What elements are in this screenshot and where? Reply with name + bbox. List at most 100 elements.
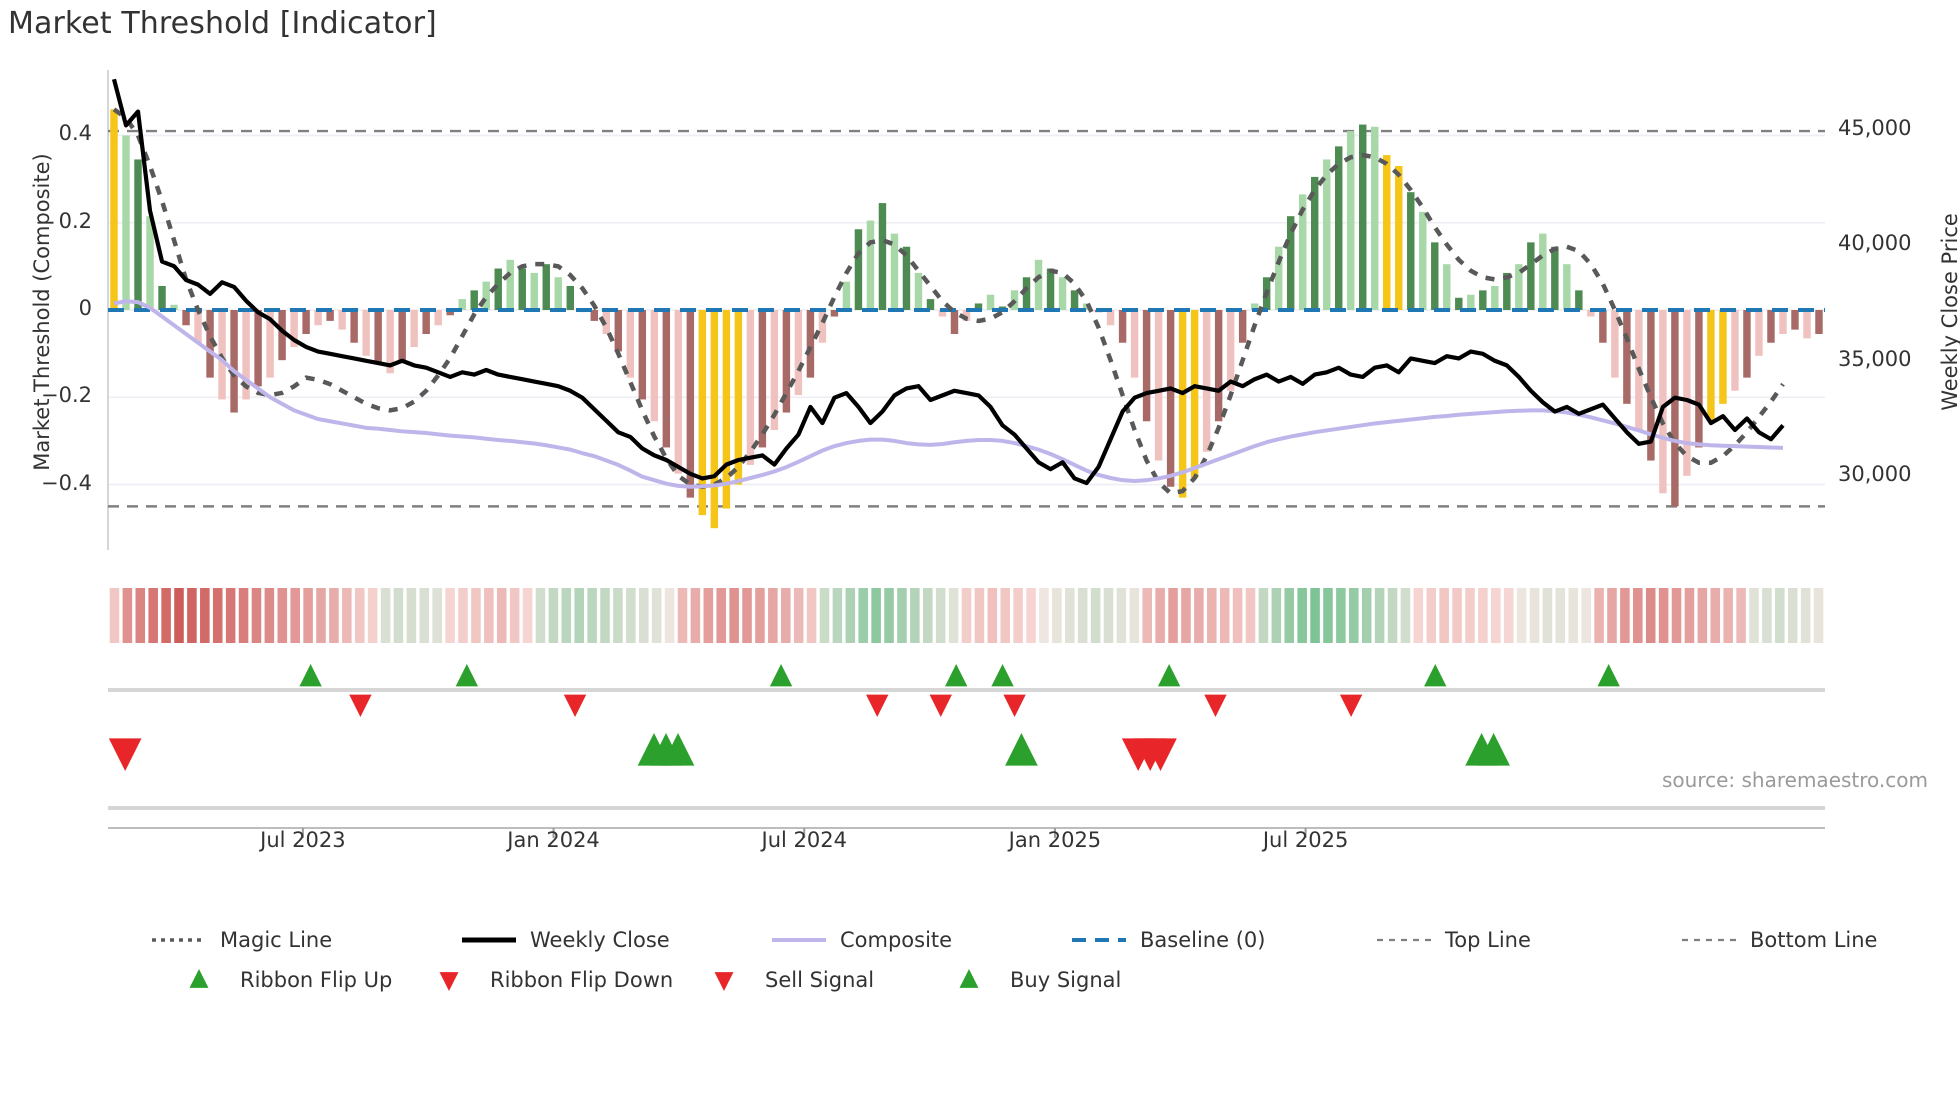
histogram-bar	[1563, 264, 1571, 310]
histogram-bar	[1467, 294, 1475, 310]
ribbon-cell	[458, 588, 468, 643]
histogram-bar	[1383, 155, 1391, 310]
ribbon-cell	[1452, 588, 1462, 643]
legend-item[interactable]: Bottom Line	[1680, 928, 1877, 952]
legend-key-icon	[772, 938, 826, 942]
ribbon-flip-down-marker	[349, 694, 372, 717]
ribbon-cell	[1013, 588, 1023, 643]
ribbon-cell	[342, 588, 352, 643]
x-axis-svg	[108, 806, 1825, 838]
histogram-bar	[314, 310, 322, 326]
ribbon-cell	[148, 588, 158, 643]
ribbon-flip-up-marker	[769, 664, 793, 687]
ribbon-cell	[445, 588, 455, 643]
x-axis-plot	[108, 800, 1825, 846]
histogram-bar	[1082, 303, 1091, 310]
histogram-bar	[1503, 272, 1511, 310]
ribbon-cell	[1232, 588, 1243, 643]
histogram-bar	[146, 216, 154, 310]
ribbon-cell	[1684, 588, 1695, 643]
histogram-bar	[1443, 264, 1451, 310]
ribbon-cell	[406, 588, 417, 643]
histogram-bar	[1575, 290, 1583, 310]
ribbon-cell	[716, 588, 726, 643]
ribbon-flip-down-marker	[1003, 694, 1026, 717]
histogram-bar	[1743, 310, 1751, 378]
ribbon-cell	[1103, 588, 1114, 643]
legend-key-icon	[1377, 938, 1431, 942]
legend-key-icon	[1682, 938, 1736, 942]
legend-swatch	[1680, 929, 1738, 951]
ribbon-cell	[1090, 588, 1101, 643]
ribbon-cell	[1129, 588, 1140, 643]
histogram-bar	[230, 310, 238, 413]
histogram-bar	[1539, 233, 1547, 310]
x-axis-tick: Jul 2023	[260, 828, 346, 852]
histogram-bar	[722, 310, 731, 509]
histogram-bar	[374, 310, 382, 365]
x-axis-tick: Jul 2024	[761, 828, 847, 852]
histogram-bar	[1118, 310, 1127, 343]
legend-item[interactable]: Ribbon Flip Up	[170, 968, 392, 992]
legend-swatch	[695, 969, 753, 991]
histogram-bar	[614, 310, 623, 352]
ribbon-cell	[664, 588, 675, 643]
histogram-bar	[746, 310, 755, 465]
histogram-bar	[1755, 310, 1763, 356]
y-axis-left-tick: −0.4	[41, 470, 92, 495]
ribbon-cell	[1065, 588, 1075, 643]
ribbon-cell	[780, 588, 791, 643]
ribbon-cell	[496, 588, 507, 643]
ribbon-cell	[1775, 588, 1785, 643]
ribbon-cell	[1800, 588, 1811, 643]
ribbon-cell	[1258, 588, 1269, 643]
legend-item[interactable]: Buy Signal	[940, 968, 1121, 992]
legend-item[interactable]: Baseline (0)	[1070, 928, 1265, 952]
histogram-bar	[986, 294, 995, 310]
ribbon-cell	[290, 588, 300, 643]
legend-label: Magic Line	[220, 928, 333, 952]
histogram-bar	[302, 310, 310, 334]
ribbon-cell	[1374, 588, 1385, 643]
legend-item[interactable]: Sell Signal	[695, 968, 874, 992]
ribbon-cell	[1284, 588, 1295, 643]
histogram-bar	[914, 272, 923, 310]
legend-item[interactable]: Ribbon Flip Down	[420, 968, 673, 992]
ribbon-cell	[238, 588, 249, 643]
histogram-bar	[266, 310, 274, 378]
histogram-bar	[1298, 194, 1307, 310]
y-axis-right-tick: 40,000	[1838, 231, 1912, 256]
histogram-bar	[554, 277, 562, 310]
legend-label: Top Line	[1445, 928, 1531, 952]
legend-item[interactable]: Top Line	[1375, 928, 1531, 952]
histogram-bar	[854, 229, 863, 310]
ribbon-cell	[393, 588, 404, 643]
ribbon-cell	[1026, 588, 1036, 643]
histogram-bar	[446, 310, 454, 316]
ribbon-cell	[1168, 588, 1178, 643]
ribbon-cell	[1620, 588, 1630, 643]
legend-item[interactable]: Weekly Close	[460, 928, 670, 952]
histogram-bar	[674, 310, 683, 474]
ribbon-cell	[1297, 588, 1307, 643]
legend-swatch	[170, 969, 228, 991]
histogram-bar	[542, 264, 550, 310]
legend-item[interactable]: Magic Line	[150, 928, 332, 952]
histogram-bar	[794, 310, 803, 396]
ribbon-cell	[1633, 588, 1643, 643]
ribbon-cell	[910, 588, 920, 643]
histogram-bar	[206, 310, 214, 378]
histogram-bar	[1731, 310, 1739, 391]
ribbon-cell	[212, 588, 223, 643]
ribbon-cell	[1581, 588, 1591, 643]
histogram-bar	[482, 281, 490, 310]
histogram-bar	[1202, 310, 1211, 452]
ribbon-cell	[1568, 588, 1579, 643]
histogram-bar	[1154, 310, 1163, 461]
ribbon-heatmap-svg	[109, 588, 1824, 643]
ribbon-cell	[1542, 588, 1553, 643]
legend-item[interactable]: Composite	[770, 928, 952, 952]
histogram-bar	[290, 310, 298, 348]
legend-key-icon	[959, 969, 979, 988]
histogram-bar	[770, 310, 779, 430]
